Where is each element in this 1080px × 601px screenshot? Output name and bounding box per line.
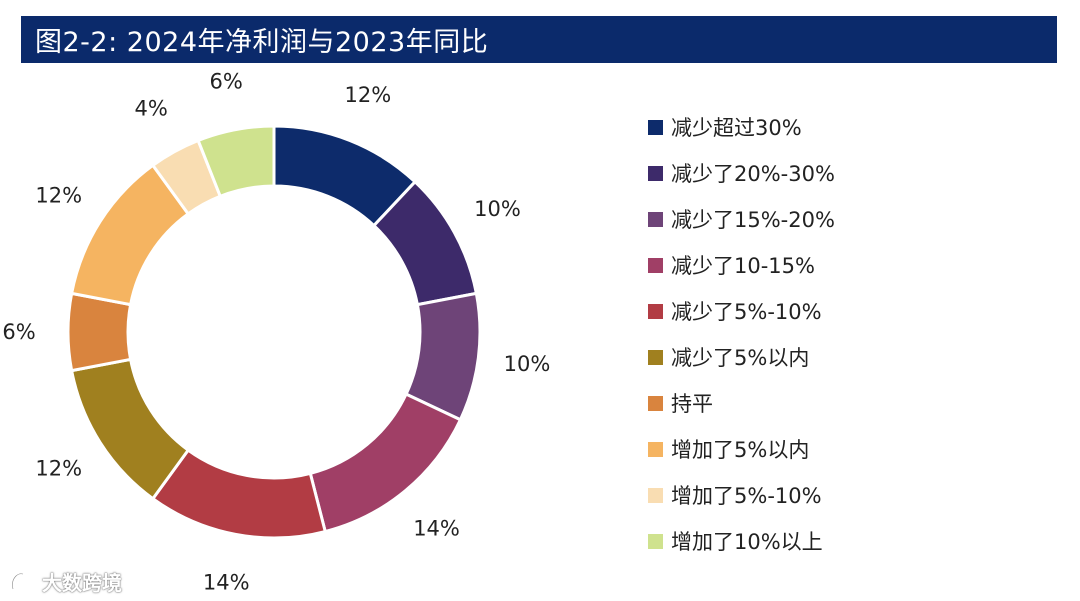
watermark: 大数跨境 bbox=[10, 567, 122, 596]
legend-label-7: 持平 bbox=[671, 392, 713, 416]
legend-item-6: 减少了5%以内 bbox=[648, 334, 835, 380]
chart-legend: 减少超过30% 减少了20%-30% 减少了15%-20% 减少了10-15% 减少了5… bbox=[648, 104, 835, 564]
legend-swatch-10 bbox=[648, 533, 663, 549]
legend-label-6: 减少了5%以内 bbox=[671, 346, 810, 370]
legend-swatch-1 bbox=[648, 119, 663, 135]
legend-label-2: 减少了20%-30% bbox=[671, 162, 835, 186]
legend-swatch-6 bbox=[648, 349, 663, 365]
legend-item-8: 增加了5%以内 bbox=[648, 426, 835, 472]
slice-label-8: 12% bbox=[35, 183, 82, 207]
slice-label-2: 10% bbox=[474, 197, 521, 221]
legend-label-9: 增加了5%-10% bbox=[671, 484, 822, 508]
legend-item-1: 减少超过30% bbox=[648, 104, 835, 150]
chart-title: 图2-2: 2024年净利润与2023年同比 bbox=[35, 27, 489, 58]
slice-label-9: 4% bbox=[134, 97, 167, 121]
slice-label-3: 10% bbox=[504, 352, 551, 376]
donut-slice-4 bbox=[308, 392, 463, 534]
legend-label-1: 减少超过30% bbox=[671, 116, 802, 140]
slice-label-4: 14% bbox=[413, 516, 460, 540]
legend-label-5: 减少了5%-10% bbox=[671, 300, 822, 324]
legend-label-3: 减少了15%-20% bbox=[671, 208, 835, 232]
legend-swatch-4 bbox=[648, 257, 663, 273]
legend-swatch-2 bbox=[648, 165, 663, 181]
legend-item-2: 减少了20%-30% bbox=[648, 150, 835, 196]
legend-label-8: 增加了5%以内 bbox=[671, 438, 810, 462]
legend-item-4: 减少了10-15% bbox=[648, 242, 835, 288]
legend-item-5: 减少了5%-10% bbox=[648, 288, 835, 334]
slice-label-10: 6% bbox=[210, 70, 243, 94]
legend-item-9: 增加了5%-10% bbox=[648, 472, 835, 518]
watermark-logo-icon bbox=[11, 572, 36, 589]
title-bar: 图2-2: 2024年净利润与2023年同比 bbox=[21, 16, 1057, 63]
slice-label-7: 6% bbox=[2, 320, 35, 344]
legend-item-7: 持平 bbox=[648, 380, 835, 426]
legend-swatch-7 bbox=[648, 395, 663, 411]
legend-label-10: 增加了10%以上 bbox=[671, 530, 823, 554]
slice-label-6: 12% bbox=[35, 457, 82, 481]
watermark-text: 大数跨境 bbox=[42, 571, 122, 595]
legend-swatch-3 bbox=[648, 211, 663, 227]
legend-item-10: 增加了10%以上 bbox=[648, 518, 835, 564]
legend-swatch-9 bbox=[648, 487, 663, 503]
donut-slice-7 bbox=[66, 291, 133, 373]
legend-item-3: 减少了15%-20% bbox=[648, 196, 835, 242]
legend-swatch-8 bbox=[648, 441, 663, 457]
legend-swatch-5 bbox=[648, 303, 663, 319]
slice-label-5: 14% bbox=[203, 570, 250, 594]
donut-slice-10 bbox=[196, 124, 276, 199]
legend-label-4: 减少了10-15% bbox=[671, 254, 815, 278]
slice-label-1: 12% bbox=[345, 83, 392, 107]
